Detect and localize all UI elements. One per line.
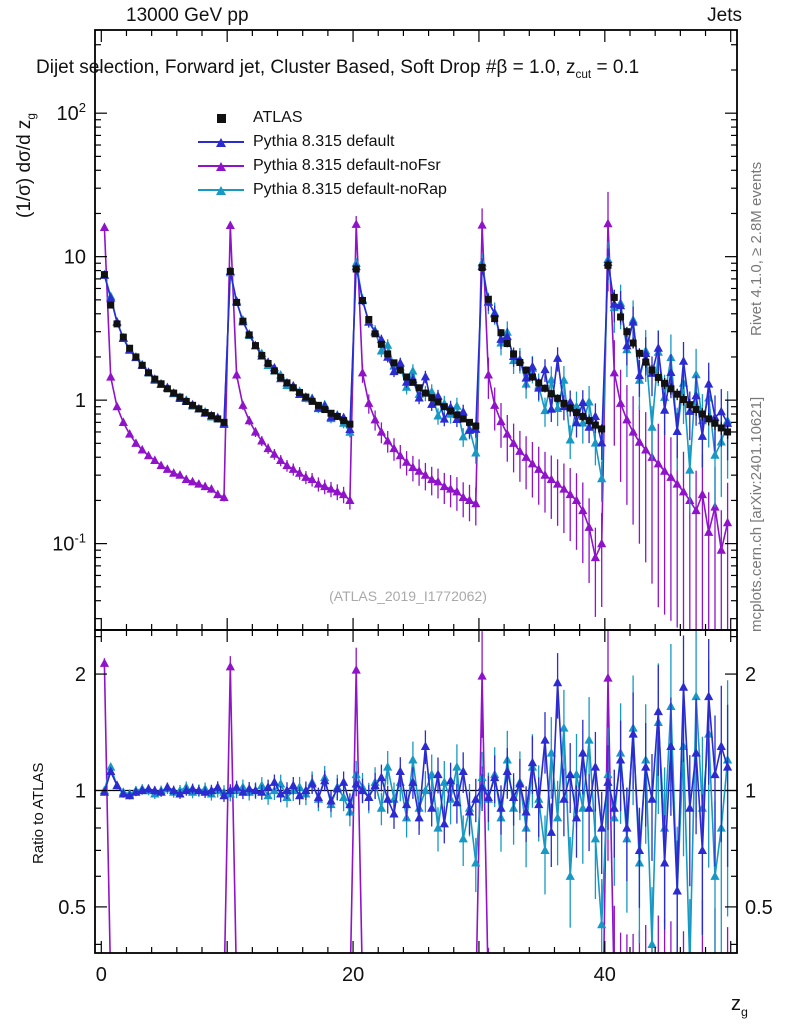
- x-tick-label: 40: [594, 964, 616, 986]
- series-default-main: [99, 248, 733, 468]
- analysis-group-label: Jets: [707, 5, 742, 26]
- ratio-y-axis-label: Ratio to ATLAS: [30, 762, 47, 864]
- beam-energy-label: 13000 GeV pp: [126, 5, 249, 26]
- main-panel-series: [99, 191, 733, 630]
- main-y-tick-label: 1: [75, 390, 86, 412]
- mcplots-attribution-note: mcplots.cern.ch [arXiv:2401.10621]: [748, 396, 765, 632]
- triangle-line-marker-icon: [198, 134, 244, 150]
- x-axis-label-text: z: [731, 993, 741, 1015]
- plot-title-suffix: = 0.1: [591, 57, 640, 78]
- axes: 102 10 1 10-1 0 20 40 2 2 1 1 0.5 0.5: [52, 29, 773, 986]
- legend-label: Pythia 8.315 default-noFsr: [253, 157, 441, 174]
- series-atlas-main: [100, 260, 732, 439]
- plot-title: Dijet selection, Forward jet, Cluster Ba…: [36, 57, 639, 79]
- legend-label: Pythia 8.315 default-noRap: [253, 181, 447, 198]
- x-axis-label: zg: [731, 993, 748, 1019]
- legend-label: ATLAS: [253, 109, 303, 126]
- square-marker-icon: [198, 110, 244, 126]
- analysis-id-watermark: (ATLAS_2019_I1772062): [329, 588, 487, 604]
- ratio-y-tick-label-right: 2: [745, 664, 756, 686]
- ratio-panel-frame: [94, 629, 738, 954]
- plot-title-subscript: cut: [575, 68, 592, 79]
- ratio-y-tick-label-left: 2: [75, 664, 86, 686]
- ratio-y-tick-label-left: 0.5: [58, 897, 86, 919]
- main-y-tick-label: 10-1: [52, 531, 86, 556]
- legend-item-pythia-norap: Pythia 8.315 default-noRap: [198, 178, 447, 202]
- main-y-axis-label-subscript: g: [25, 113, 39, 120]
- x-tick-label: 0: [96, 964, 107, 986]
- triangle-line-marker-icon: [198, 182, 244, 198]
- legend-label: Pythia 8.315 default: [253, 133, 395, 150]
- legend-item-atlas: ATLAS: [198, 106, 447, 130]
- legend: ATLAS Pythia 8.315 default Pythia 8.315 …: [198, 106, 447, 202]
- series-default-ratio: [99, 635, 733, 953]
- legend-item-pythia-nofsr: Pythia 8.315 default-noFsr: [198, 154, 447, 178]
- series-noFsr-main: [99, 191, 733, 630]
- ratio-y-tick-label-right: 0.5: [745, 897, 773, 919]
- triangle-line-marker-icon: [198, 158, 244, 174]
- rivet-version-note: Rivet 4.1.0, ≥ 2.8M events: [748, 161, 765, 336]
- x-tick-label: 20: [342, 964, 364, 986]
- main-y-axis-label-text: (1/σ) dσ/d z: [14, 119, 35, 218]
- ratio-y-tick-label-right: 1: [745, 780, 756, 802]
- main-y-tick-label: 10: [64, 247, 86, 269]
- series-noFsr-ratio: [99, 630, 729, 953]
- main-y-axis-label: (1/σ) dσ/d zg: [14, 113, 39, 218]
- legend-item-pythia-default: Pythia 8.315 default: [198, 130, 447, 154]
- plot-title-text: Dijet selection, Forward jet, Cluster Ba…: [36, 57, 576, 78]
- x-axis-label-subscript: g: [741, 1004, 748, 1019]
- ratio-panel-series: [99, 630, 733, 953]
- main-y-tick-label: 102: [57, 100, 86, 125]
- ratio-y-tick-label-left: 1: [75, 780, 86, 802]
